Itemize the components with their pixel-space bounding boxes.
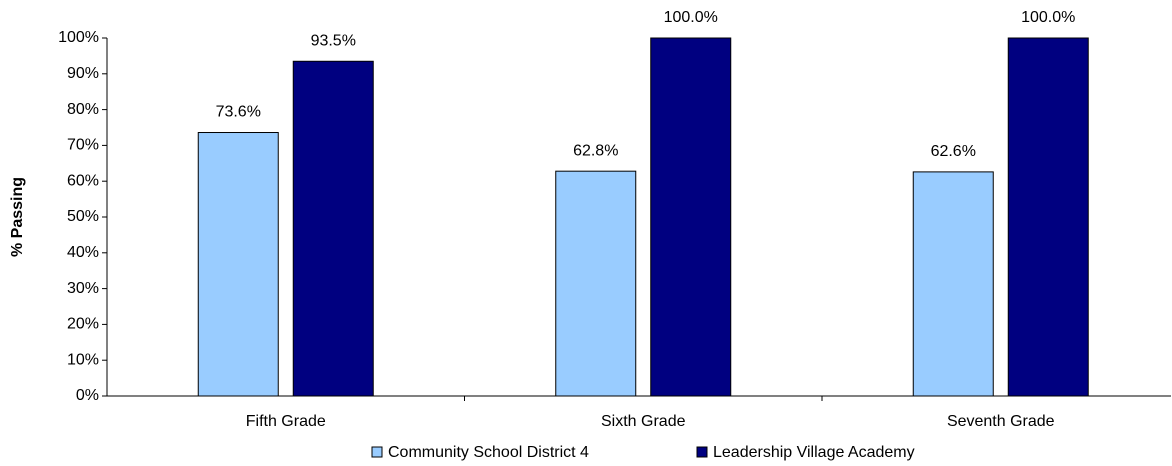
bar xyxy=(197,132,279,397)
y-tick-label: 70% xyxy=(67,137,99,154)
bar xyxy=(650,37,732,397)
y-tick-label: 60% xyxy=(67,172,99,189)
y-tick-label: 50% xyxy=(67,208,99,225)
y-axis-label: % Passing xyxy=(9,177,26,257)
x-tick-label: Sixth Grade xyxy=(601,413,686,430)
x-tick-label: Fifth Grade xyxy=(246,413,326,430)
legend-swatch xyxy=(371,446,383,458)
legend-label: Community School District 4 xyxy=(388,444,589,461)
value-label: 62.6% xyxy=(931,143,976,160)
value-label: 100.0% xyxy=(664,9,718,26)
y-tick-label: 10% xyxy=(67,351,99,368)
y-tick-label: 80% xyxy=(67,101,99,118)
y-tick-label: 0% xyxy=(76,387,99,404)
bar xyxy=(1007,37,1089,397)
y-tick-label: 30% xyxy=(67,280,99,297)
y-tick-label: 20% xyxy=(67,316,99,333)
legend-swatch xyxy=(696,446,708,458)
value-label: 100.0% xyxy=(1021,9,1075,26)
bar xyxy=(292,60,374,397)
value-label: 93.5% xyxy=(311,32,356,49)
y-tick-label: 90% xyxy=(67,65,99,82)
value-label: 62.8% xyxy=(573,142,618,159)
y-tick-label: 100% xyxy=(58,29,99,46)
value-label: 73.6% xyxy=(216,104,261,121)
legend-label: Leadership Village Academy xyxy=(713,444,915,461)
x-tick-label: Seventh Grade xyxy=(947,413,1055,430)
y-tick-label: 40% xyxy=(67,244,99,261)
bar xyxy=(912,171,994,397)
bar xyxy=(555,170,637,397)
